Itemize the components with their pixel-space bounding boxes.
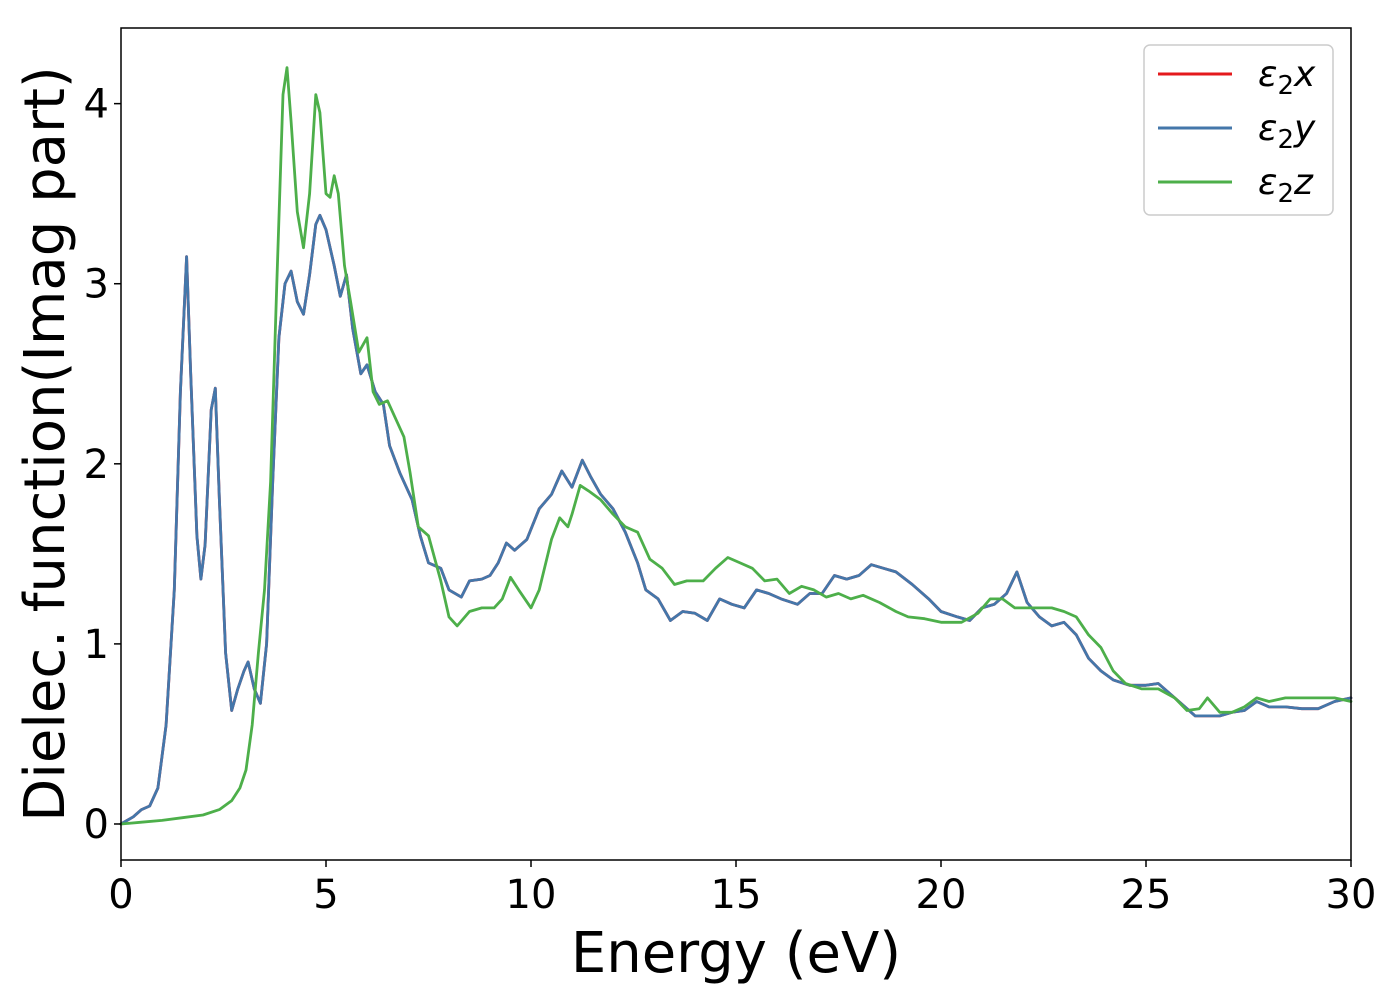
series-layer bbox=[119, 66, 1353, 826]
x-tick-label: 25 bbox=[1121, 872, 1172, 918]
legend-label-z: ε2z bbox=[1258, 162, 1314, 209]
x-axis-title: Energy (eV) bbox=[571, 921, 901, 986]
x-tick-label: 10 bbox=[506, 872, 557, 918]
plot-area bbox=[119, 27, 1353, 861]
legend-label-y: ε2y bbox=[1258, 108, 1316, 155]
x-tick-label: 15 bbox=[711, 872, 762, 918]
x-tick-label: 5 bbox=[313, 872, 338, 918]
legend: ε2x ε2y ε2z bbox=[1143, 44, 1334, 216]
y-tick-label: 0 bbox=[84, 802, 109, 848]
legend-box bbox=[1143, 44, 1334, 216]
y-tick-label: 4 bbox=[84, 82, 109, 128]
y-tick-label: 2 bbox=[84, 442, 109, 488]
series-line-y bbox=[119, 213, 1353, 826]
x-tick-label: 20 bbox=[916, 872, 967, 918]
legend-items: ε2x ε2y ε2z bbox=[1158, 54, 1316, 209]
y-tick-label: 3 bbox=[84, 262, 109, 308]
y-tick-label: 1 bbox=[84, 622, 109, 668]
y-axis: 0 1 2 3 4 bbox=[84, 82, 121, 848]
x-tick-label: 0 bbox=[108, 872, 133, 918]
series-line-z bbox=[119, 66, 1353, 826]
legend-label-x: ε2x bbox=[1258, 54, 1316, 101]
y-axis-title: Dielec. function(Imag part) bbox=[13, 66, 78, 822]
x-axis: 0 5 10 15 20 25 30 bbox=[108, 860, 1376, 918]
x-tick-label: 30 bbox=[1326, 872, 1377, 918]
